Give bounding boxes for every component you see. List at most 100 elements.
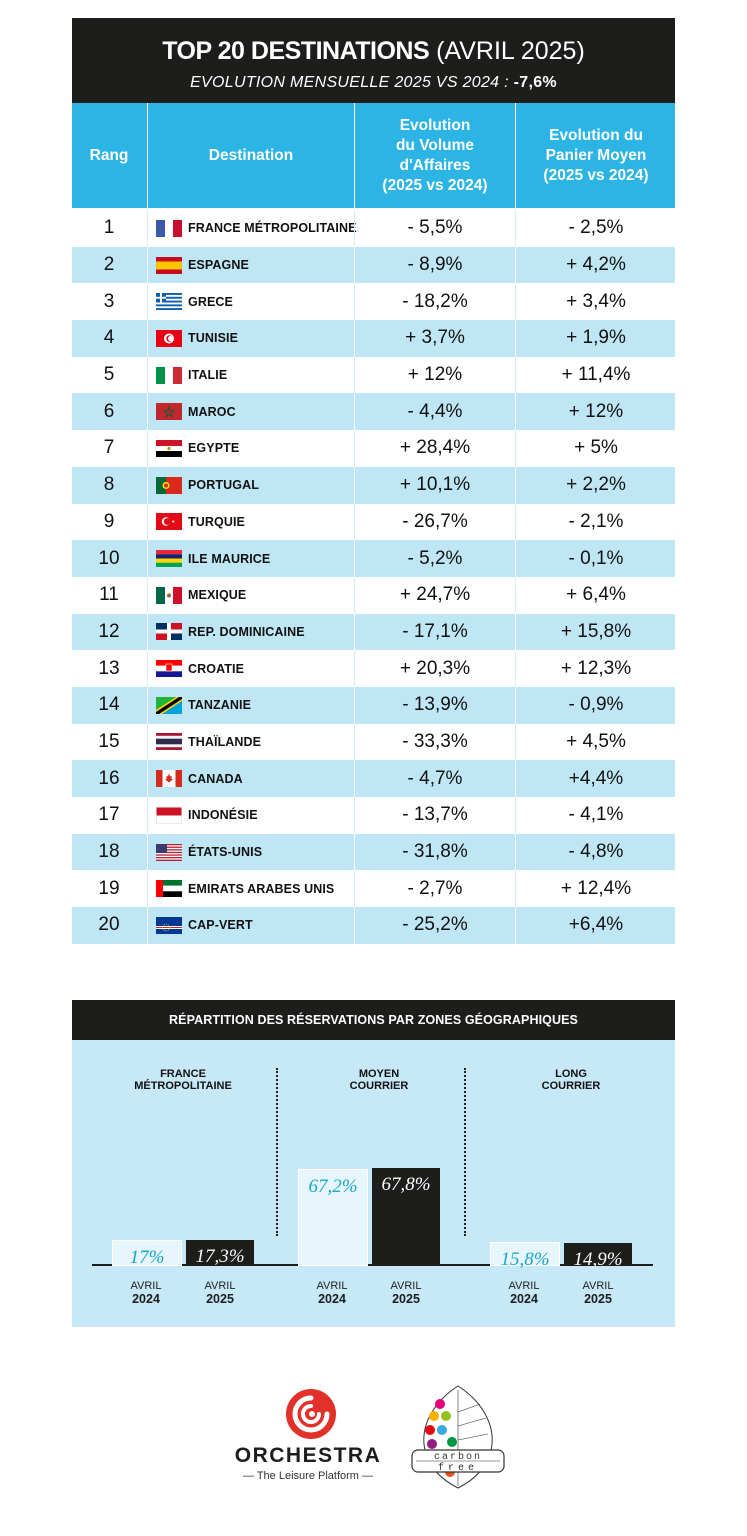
x-axis-period: AVRIL [130,1280,162,1292]
rank-cell: 19 [98,877,120,899]
panier-cell: - 2,5% [515,210,676,247]
panier-cell: +6,4% [515,907,676,944]
destination-name: ESPAGNE [188,258,249,273]
morocco-flag-icon [156,403,182,421]
volume-cell: - 8,9% [354,246,515,284]
destination-cell: CANADA [147,760,354,797]
destination-cell: REP. DOMINICAINE [147,613,354,651]
column-header-panier: Evolution du Panier Moyen (2025 vs 2024) [515,103,676,208]
table-header: Rang Destination Evolution du Volume d'A… [72,103,675,208]
table-row: 16 CANADA - 4,7% +4,4% [72,760,675,797]
panier-cell: + 3,4% [515,283,676,321]
tunisia-flag-icon [156,329,182,347]
rank-cell: 9 [103,510,115,532]
table-row: 7 EGYPTE + 28,4% + 5% [72,430,675,467]
x-axis-period: AVRIL [316,1280,348,1292]
zone-divider [276,1068,278,1236]
table-row: 12 REP. DOMINICAINE - 17,1% + 15,8% [72,613,676,651]
destination-cell: INDONÉSIE [147,797,354,834]
panier-cell: + 4,2% [515,246,676,284]
bar-2025: 17,3% [186,1240,254,1267]
rank-cell: 12 [98,620,120,642]
rank-cell: 16 [98,767,120,789]
volume-cell: + 20,3% [354,650,515,687]
destination-cell: EMIRATS ARABES UNIS [147,870,354,908]
rank-cell: 5 [103,364,115,386]
rank-cell: 13 [98,657,120,679]
destination-cell: PORTUGAL [147,466,354,504]
rank-cell: 20 [98,914,120,936]
volume-cell: + 10,1% [354,466,515,504]
subtitle-label: EVOLUTION MENSUELLE 2025 VS 2024 : [190,74,509,91]
destination-name: MEXIQUE [188,588,247,603]
volume-cell: - 13,7% [354,797,515,834]
usa-flag-icon [156,843,182,861]
volume-cell: + 28,4% [354,430,515,467]
rank-cell: 11 [99,584,119,606]
panier-cell: - 4,1% [515,797,676,834]
title-period: (AVRIL 2025) [436,37,585,65]
panier-cell: - 0,1% [515,540,676,577]
destination-name: PORTUGAL [188,478,259,493]
volume-cell: + 24,7% [354,576,515,614]
bar-value-label: 17% [129,1247,165,1268]
x-axis-year: 2024 [318,1292,346,1306]
mexico-flag-icon [156,586,182,604]
panier-cell: + 6,4% [515,576,676,614]
chart-baseline [92,1264,653,1266]
tanzania-flag-icon [156,696,182,714]
destination-name: MAROC [188,404,236,419]
bar-value-label: 67,8% [381,1174,431,1195]
panier-cell: + 1,9% [515,320,676,357]
panier-cell: + 12,4% [515,870,676,908]
panier-cell: + 12% [515,393,676,431]
panier-cell: - 0,9% [515,686,676,724]
destination-cell: TANZANIE [147,686,354,724]
rank-cell: 14 [98,694,120,716]
volume-cell: - 17,1% [354,613,515,651]
panier-cell: + 4,5% [515,723,676,761]
x-axis-period: AVRIL [204,1280,236,1292]
destination-cell: GRECE [147,283,354,321]
destination-name: INDONÉSIE [188,808,258,823]
rank-cell: 2 [103,254,115,276]
rank-cell: 3 [103,290,115,312]
dominican-republic-flag-icon [156,623,182,641]
destination-cell: ITALIE [147,356,354,394]
destination-cell: ILE MAURICE [147,540,354,577]
table-row: 15 THAÏLANDE - 33,3% + 4,5% [72,723,676,761]
rank-cell: 1 [103,217,115,239]
table-row: 1 FRANCE MÉTROPOLITAINE - 5,5% - 2,5% [72,210,675,247]
destination-cell: MAROC [147,393,354,431]
destination-name: CROATIE [188,661,245,676]
france-flag-icon [156,219,182,237]
destination-name: ITALIE [188,368,228,383]
title-banner: TOP 20 DESTINATIONS (AVRIL 2025) EVOLUTI… [72,18,675,103]
x-axis-year: 2025 [206,1292,234,1306]
panier-cell: + 12,3% [515,650,676,687]
rank-cell: 8 [103,474,115,496]
x-axis-label: AVRIL 2025 [376,1280,436,1306]
destinations-table: 1 FRANCE MÉTROPOLITAINE - 5,5% - 2,5% 2 ESPAG… [72,210,675,944]
destination-cell: CROATIE [147,650,354,687]
rank-cell: 10 [98,547,120,569]
cape-verde-flag-icon [156,916,182,934]
table-row: 9 TURQUIE - 26,7% - 2,1% [72,503,675,541]
carbon-free-logo: carbon free [411,1385,505,1489]
page-title: TOP 20 DESTINATIONS (AVRIL 2025) [72,36,675,66]
panier-cell: + 15,8% [515,613,676,651]
table-row: 3 GRECE - 18,2% + 3,4% [72,283,676,321]
x-axis-label: AVRIL 2025 [190,1280,250,1306]
table-row: 4 TUNISIE + 3,7% + 1,9% [72,320,675,357]
x-axis-label: AVRIL 2024 [116,1280,176,1306]
panier-cell: +4,4% [515,760,676,797]
zones-chart: FRANCE MÉTROPOLITAINE MOYEN COURRIER LON… [72,1040,675,1327]
table-row: 19 EMIRATS ARABES UNIS - 2,7% + 12,4% [72,870,676,908]
uae-flag-icon [156,880,182,898]
destination-name: TURQUIE [188,514,245,529]
panier-cell: + 11,4% [515,356,676,394]
destination-name: CANADA [188,771,243,786]
bar-2025: 67,8% [372,1168,440,1264]
table-row: 17 INDONÉSIE - 13,7% - 4,1% [72,797,675,834]
panier-cell: - 4,8% [515,833,676,871]
